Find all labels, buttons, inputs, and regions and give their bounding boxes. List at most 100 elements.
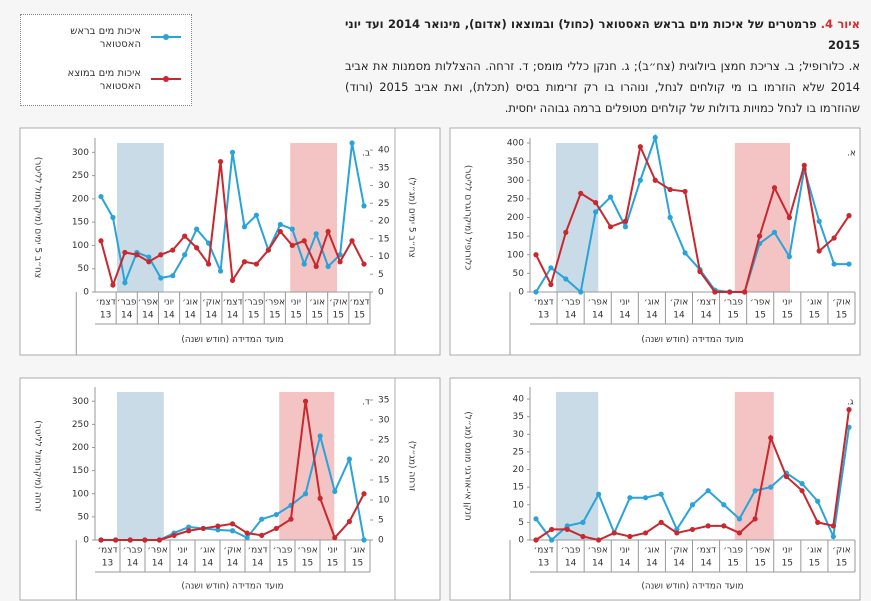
x-tick-year: 14: [177, 559, 189, 569]
data-point: [549, 526, 555, 533]
season-shade: [279, 392, 335, 540]
data-point: [658, 519, 664, 525]
y2-tick-label: 30: [378, 416, 390, 426]
x-tick-year: 15: [327, 559, 338, 569]
data-point: [736, 530, 743, 536]
data-point: [580, 533, 586, 540]
y-tick-label: 150: [72, 466, 89, 476]
x-tick-year: 15: [311, 311, 322, 321]
y-axis-label: זרחה (מיקרומול לליטר): [33, 420, 43, 512]
y-tick-label: 200: [72, 443, 89, 453]
data-point: [302, 398, 309, 404]
y2-tick-label: 15: [378, 234, 389, 244]
panel-title: ב.: [362, 149, 370, 159]
data-point: [815, 519, 821, 525]
data-point: [98, 238, 104, 244]
data-point: [799, 488, 805, 494]
data-point: [241, 259, 248, 265]
x-tick-month: אפר׳: [587, 298, 607, 308]
data-point: [349, 238, 355, 244]
x-tick-month: דצמ׳: [96, 298, 116, 308]
x-tick-year: 14: [127, 559, 139, 569]
y2-tick-label: 30: [378, 181, 390, 191]
x-tick-year: 14: [646, 311, 658, 321]
x-tick-year: 14: [619, 311, 631, 321]
data-point: [301, 238, 307, 244]
y-tick-label: 0: [518, 288, 524, 298]
data-point: [146, 254, 152, 260]
x-tick-year: 15: [754, 311, 765, 321]
data-point: [110, 282, 116, 288]
data-point: [361, 261, 367, 267]
data-point: [607, 194, 614, 200]
x-tick-month: אוג׳: [806, 546, 822, 556]
season-shade: [290, 143, 337, 292]
y-tick-label: 25: [513, 447, 524, 457]
x-tick-month: אפר׳: [138, 298, 158, 308]
data-point: [682, 250, 688, 256]
data-point: [229, 528, 236, 534]
data-point: [652, 134, 658, 141]
y-tick-label: 100: [507, 250, 524, 260]
data-point: [182, 233, 188, 239]
x-tick-month: אוג׳: [806, 298, 822, 308]
data-point: [622, 224, 629, 230]
y2-axis-label: זרחה (מג״ל): [407, 441, 417, 492]
x-tick-month: אפר׳: [147, 546, 167, 556]
data-point: [349, 140, 355, 146]
y-tick-label: 15: [513, 483, 524, 493]
data-point: [816, 218, 822, 224]
x-tick-month: פבר׳: [244, 298, 264, 308]
data-point: [667, 186, 673, 193]
data-point: [578, 190, 584, 196]
data-point: [302, 491, 309, 497]
data-point: [768, 484, 774, 490]
data-point: [146, 259, 152, 265]
y2-tick-label: 0: [378, 536, 384, 546]
x-tick-month: פבר׳: [723, 298, 743, 308]
x-tick-month: אוק׳: [832, 298, 851, 308]
data-point: [622, 218, 629, 224]
x-tick-month: פבר׳: [561, 298, 581, 308]
y2-tick-label: 40: [378, 146, 390, 156]
data-point: [799, 481, 805, 487]
data-point: [253, 261, 260, 267]
y-tick-label: 300: [72, 148, 89, 158]
data-point: [194, 226, 200, 232]
season-shade: [734, 143, 790, 292]
x-axis-label: מועד המדידה (חודש ושנה): [641, 335, 743, 345]
data-point: [742, 289, 748, 295]
x-tick-year: 14: [142, 311, 154, 321]
season-shade: [556, 392, 599, 540]
data-point: [253, 212, 260, 218]
data-point: [667, 214, 673, 221]
x-tick-year: 15: [290, 311, 301, 321]
x-tick-year: 14: [163, 311, 175, 321]
y2-tick-label: 35: [378, 163, 389, 173]
data-point: [846, 407, 852, 413]
x-tick-year: 14: [646, 559, 658, 569]
data-point: [783, 473, 790, 480]
data-point: [652, 177, 658, 183]
x-tick-month: אוג׳: [309, 298, 325, 308]
data-point: [563, 276, 569, 282]
data-point: [637, 144, 643, 150]
x-tick-year: 14: [252, 559, 264, 569]
data-point: [771, 185, 778, 191]
legend-marker: [163, 76, 169, 82]
x-tick-year: 15: [302, 559, 313, 569]
x-tick-year: 15: [248, 311, 259, 321]
y-tick-label: 300: [72, 397, 89, 407]
y-tick-label: 150: [72, 218, 89, 228]
data-point: [229, 277, 236, 283]
data-point: [548, 265, 554, 271]
data-point: [627, 533, 633, 540]
data-point: [596, 537, 602, 543]
x-tick-year: 15: [269, 311, 280, 321]
x-tick-month: אוג׳: [644, 546, 660, 556]
x-tick-year: 13: [100, 311, 111, 321]
y2-tick-label: 10: [378, 252, 390, 262]
data-point: [816, 248, 822, 254]
